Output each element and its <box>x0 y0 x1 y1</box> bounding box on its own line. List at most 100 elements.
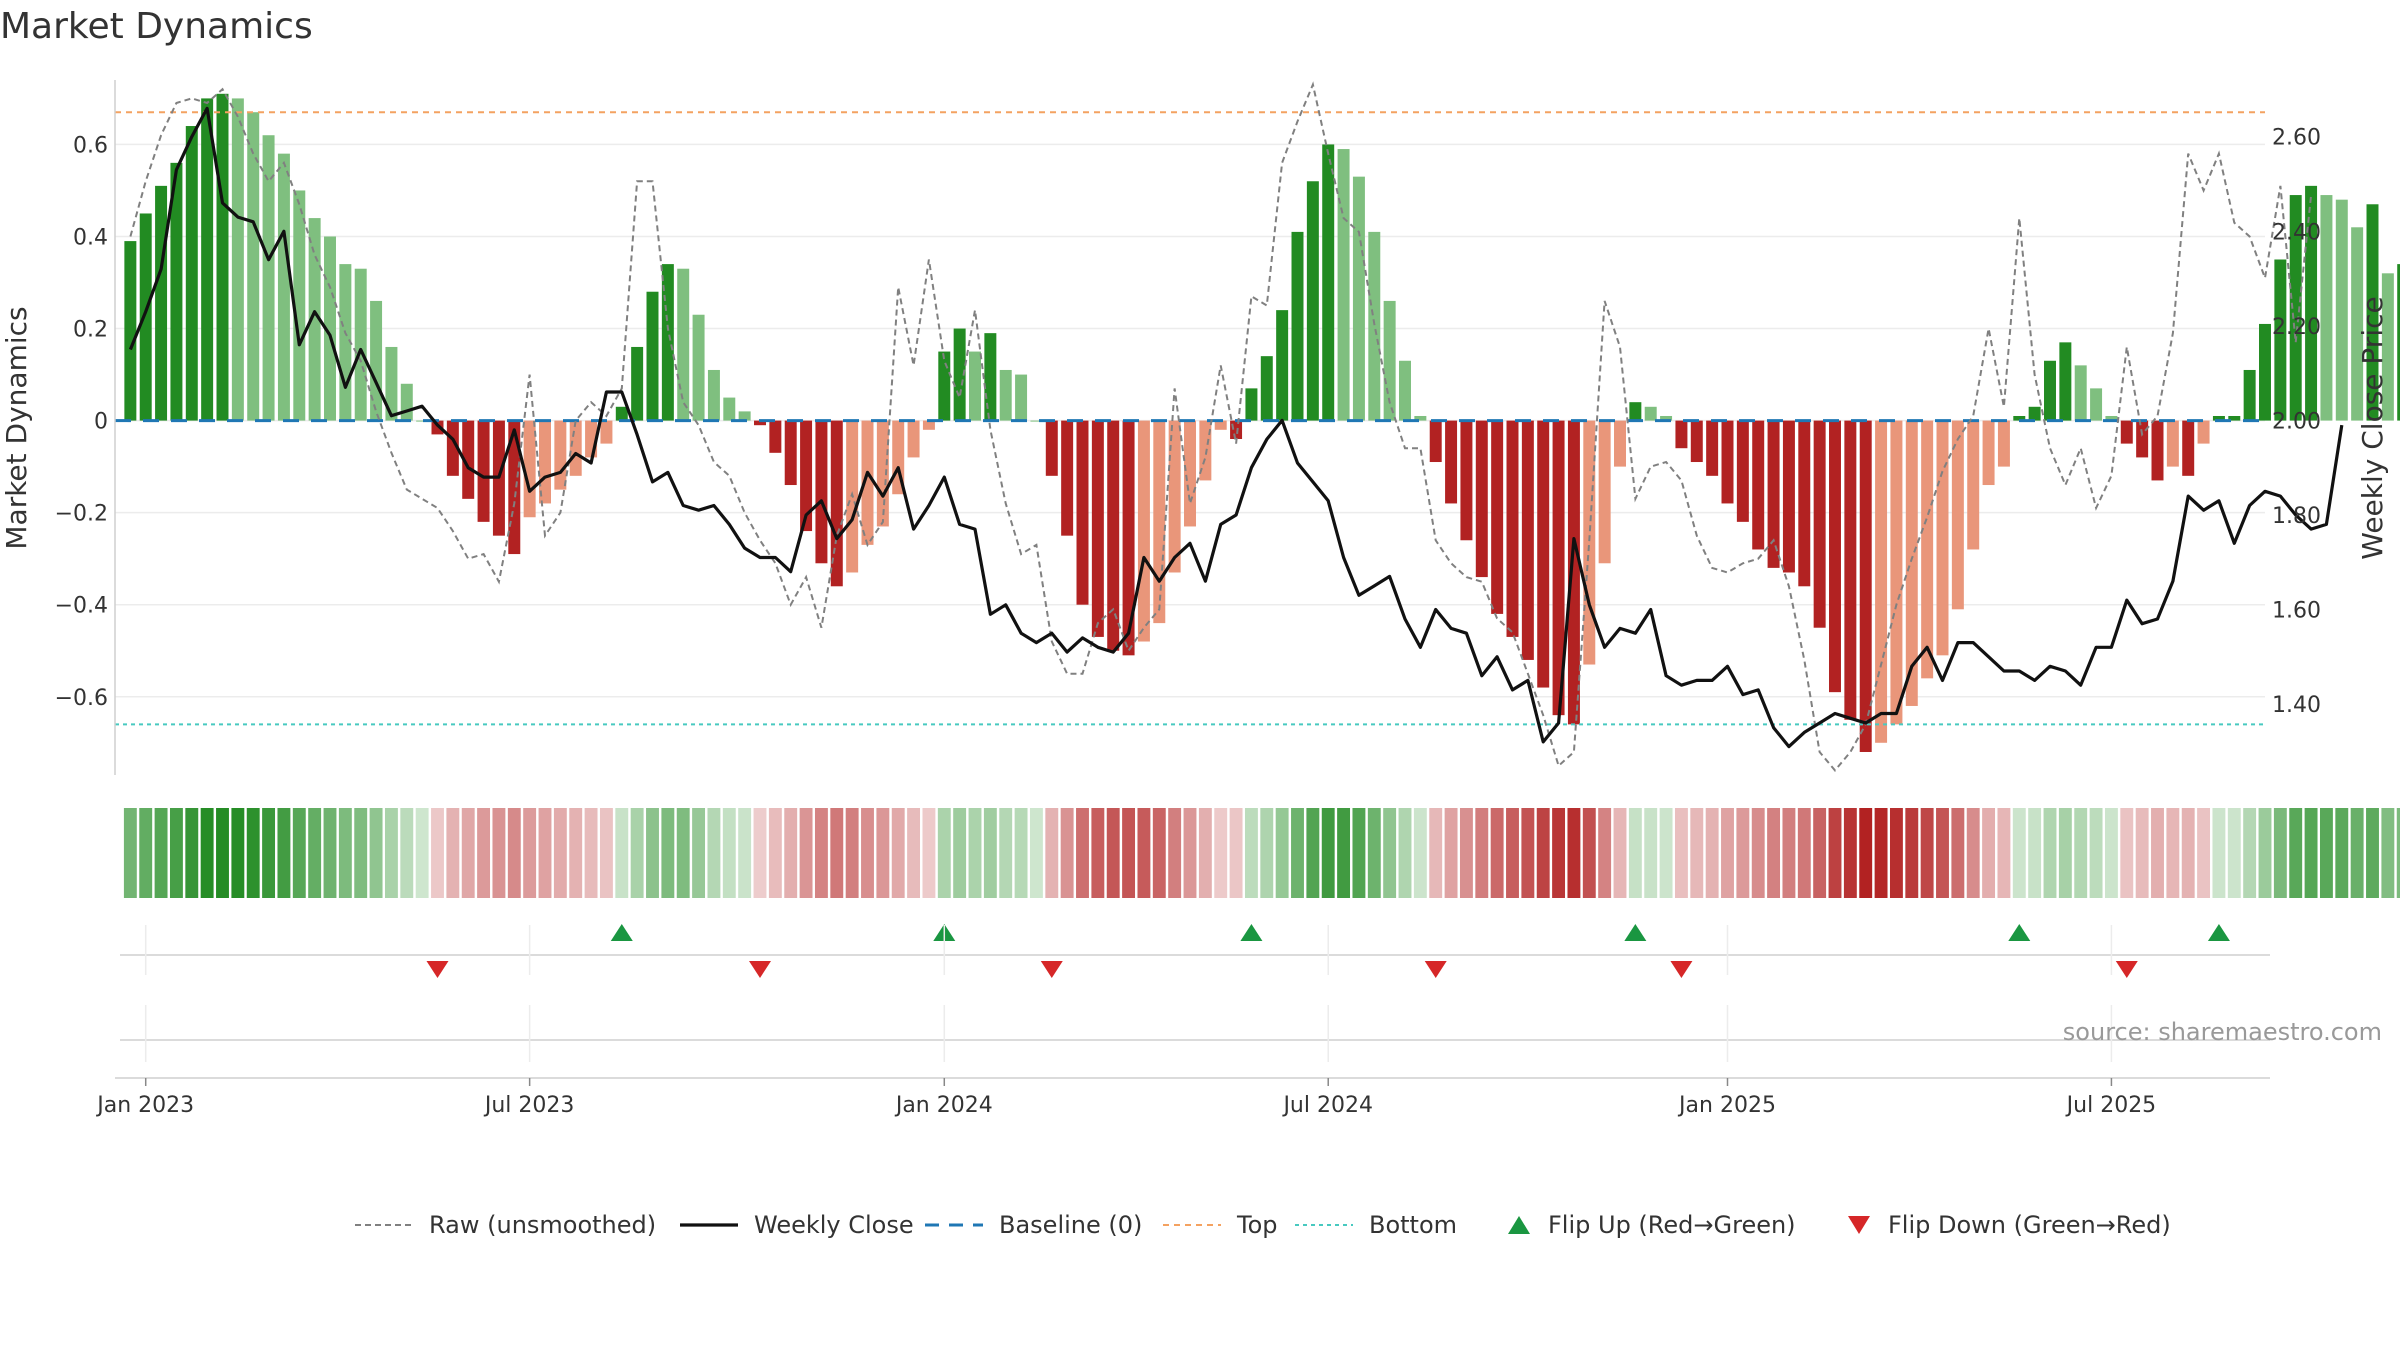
dynamics-bar <box>1813 420 1826 628</box>
legend-entry-label: Baseline (0) <box>999 1211 1142 1239</box>
dynamics-bar <box>1091 420 1104 637</box>
right-tick-label: 2.00 <box>2272 409 2321 434</box>
regime-strip-cell <box>2319 808 2333 898</box>
regime-strip-cell <box>1014 808 1028 898</box>
regime-strip-cell <box>1936 808 1949 898</box>
regime-strip-cell <box>1229 808 1243 898</box>
regime-strip-cell <box>246 808 260 898</box>
dynamics-bar <box>2044 360 2056 421</box>
regime-strip-cell <box>1137 808 1151 898</box>
regime-strip-cell <box>1751 808 1765 898</box>
regime-strip-cell <box>845 808 859 898</box>
y-axis-label-right: Weekly Close Price <box>2356 296 2389 559</box>
dynamics-bar <box>324 236 336 421</box>
regime-strip-cell <box>1459 808 1473 898</box>
flip-up-marker <box>1624 924 1647 941</box>
dynamics-bar <box>2212 415 2225 421</box>
dynamics-bar <box>308 218 321 421</box>
dynamics-bar <box>1798 420 1811 587</box>
dynamics-bar <box>262 135 275 421</box>
regime-strip-cell <box>2273 808 2287 898</box>
dynamics-bar <box>1829 420 1841 693</box>
dynamics-bar <box>539 420 551 504</box>
dynamics-bar <box>1552 420 1565 716</box>
dynamics-bar <box>677 268 690 421</box>
dynamics-bar <box>984 333 997 421</box>
dynamics-bar <box>615 406 628 421</box>
regime-strip-cell <box>2043 808 2057 898</box>
dynamics-bar <box>1690 420 1703 463</box>
regime-strip-cell <box>292 808 306 898</box>
series-lines <box>115 81 2344 772</box>
dynamics-bar <box>569 420 582 476</box>
regime-strip-cell <box>2289 808 2303 898</box>
regime-strip-cell <box>2120 808 2134 898</box>
dynamics-bar <box>416 420 429 422</box>
regime-strip-cell <box>1444 808 1458 898</box>
regime-strip <box>123 808 2400 898</box>
regime-strip-cell <box>1874 808 1888 898</box>
regime-strip-cell <box>1091 808 1105 898</box>
regime-strip-cell <box>1813 808 1827 898</box>
left-tick-label: −0.2 <box>55 502 108 527</box>
dynamics-bar <box>1184 420 1196 527</box>
dynamics-bar <box>723 397 736 421</box>
dynamics-bar <box>1721 420 1734 504</box>
dynamics-bar <box>938 351 951 421</box>
dynamics-bar <box>876 420 889 527</box>
dynamics-bar <box>1506 420 1519 637</box>
regime-strip-cell <box>1628 808 1642 898</box>
regime-strip-cell <box>1383 808 1397 898</box>
dynamics-bar <box>508 420 521 555</box>
dynamics-bar <box>124 241 137 421</box>
dynamics-bar <box>446 420 459 476</box>
regime-strip-cell <box>615 808 629 898</box>
dynamics-bar <box>1890 420 1903 725</box>
dynamics-bar <box>1030 420 1043 422</box>
dynamics-bar <box>431 420 444 435</box>
regime-strip-cell <box>2304 808 2318 898</box>
dynamics-bar <box>231 98 244 421</box>
regime-strip-cell <box>1398 808 1412 898</box>
dynamics-bars <box>124 93 2400 752</box>
dynamics-bar <box>1214 420 1227 430</box>
regime-strip-cell <box>630 808 644 898</box>
dynamics-bar <box>2013 415 2026 421</box>
dynamics-bar <box>2381 273 2394 421</box>
regime-strip-cell <box>1889 808 1903 898</box>
dynamics-bar <box>2151 420 2164 481</box>
dynamics-bar <box>1475 420 1488 578</box>
dynamics-bar <box>1399 360 1411 421</box>
dynamics-bar <box>830 420 843 587</box>
flip-down-marker <box>426 961 449 978</box>
regime-strip-cell <box>1490 808 1504 898</box>
regime-strip-cell <box>1060 808 1074 898</box>
regime-strip-cell <box>1352 808 1366 898</box>
dynamics-bar <box>1153 420 1166 624</box>
regime-strip-cell <box>1843 808 1857 898</box>
dynamics-bar <box>385 346 398 421</box>
dynamics-bar <box>2074 365 2087 421</box>
regime-strip-cell <box>1214 808 1228 898</box>
regime-strip-cell <box>784 808 798 898</box>
regime-strip-cell <box>2089 808 2103 898</box>
regime-strip-cell <box>1198 808 1212 898</box>
x-tick-label: Jul 2025 <box>2065 1093 2157 1118</box>
regime-strip-cell <box>2151 808 2164 898</box>
regime-strip-cell <box>1291 808 1304 898</box>
regime-strip-cell <box>1183 808 1197 898</box>
dynamics-bar <box>1736 420 1749 522</box>
regime-strip-cell <box>154 808 168 898</box>
regime-strip-cell <box>1321 808 1335 898</box>
dynamics-bar <box>1982 420 1995 486</box>
legend-entry-label: Flip Up (Red→Green) <box>1548 1211 1796 1239</box>
regime-strip-cell <box>1920 808 1934 898</box>
regime-strip-cell <box>1152 808 1166 898</box>
flip-up-marker <box>2207 924 2230 941</box>
legend-flip-up-icon <box>1508 1216 1530 1234</box>
dynamics-bar <box>155 185 168 421</box>
regime-strip-cell <box>2350 808 2364 898</box>
raw-unsmoothed-line <box>129 81 2313 772</box>
dynamics-bar <box>2351 227 2364 421</box>
dynamics-bar <box>277 153 290 421</box>
